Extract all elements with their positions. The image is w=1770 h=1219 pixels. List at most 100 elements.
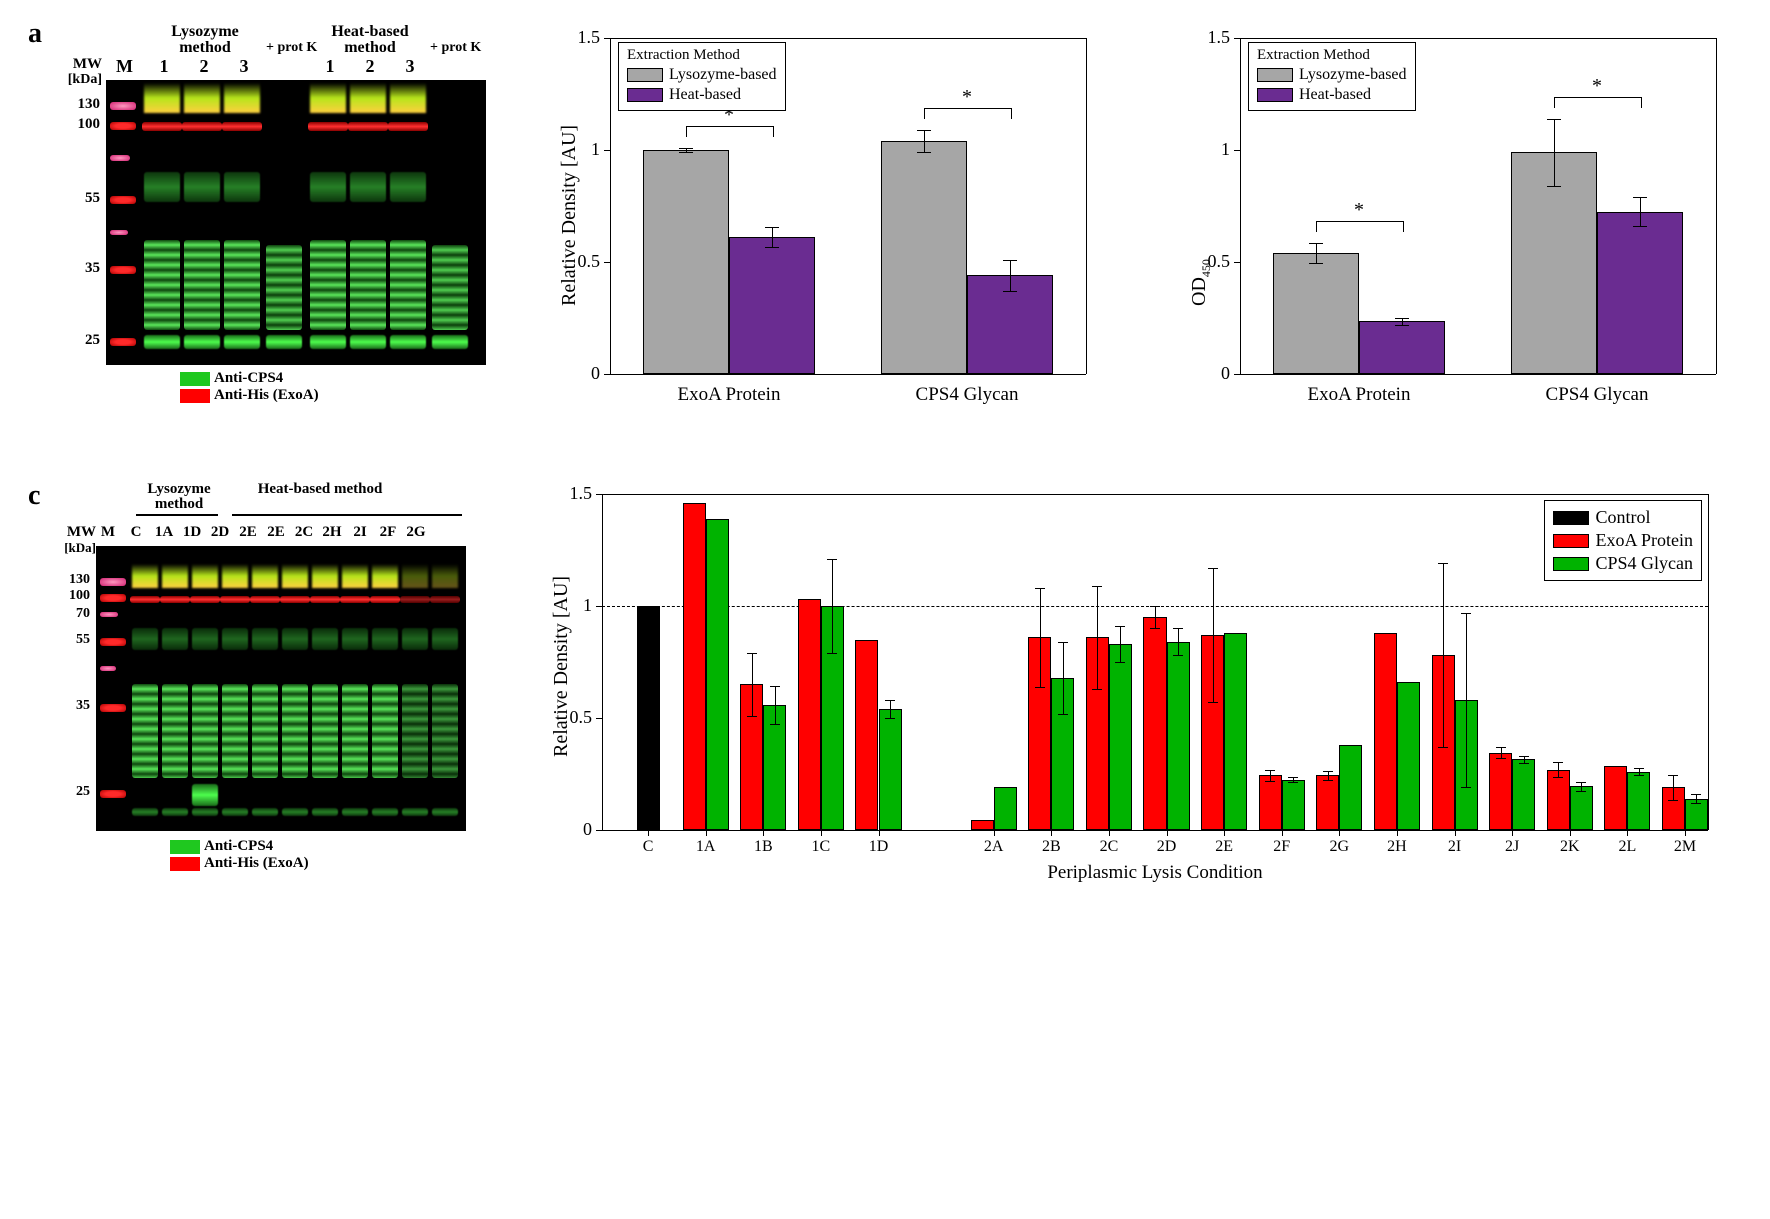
errcap xyxy=(679,152,693,153)
lane-tag: 2D xyxy=(206,524,234,541)
errcap xyxy=(1208,568,1218,569)
errcap xyxy=(765,247,779,248)
bar xyxy=(1570,786,1593,830)
mw-tick: 130 xyxy=(78,96,101,113)
lane: 2 xyxy=(350,56,390,77)
gel-lane xyxy=(430,80,470,365)
bar xyxy=(1282,780,1305,830)
errcap xyxy=(1553,762,1563,763)
legend-swatch xyxy=(1257,68,1293,82)
gel-lane xyxy=(348,80,388,365)
ytick: 1.5 xyxy=(530,483,592,504)
catlabel: 2B xyxy=(1031,838,1071,856)
leg-text: Anti-CPS4 xyxy=(204,838,273,854)
bar xyxy=(1316,775,1339,830)
errcap xyxy=(1035,588,1045,589)
sig-bracket xyxy=(686,126,774,137)
bar xyxy=(879,709,902,830)
gel-c-body xyxy=(96,546,466,831)
catlabel: 2H xyxy=(1377,838,1417,856)
sig-star: * xyxy=(1592,75,1602,98)
sig-star: * xyxy=(962,86,972,109)
legend-label: ExoA Protein xyxy=(1595,530,1693,551)
errbar xyxy=(1554,119,1555,186)
bar xyxy=(643,150,729,374)
ylabel: Relative Density [AU] xyxy=(550,576,573,757)
legend-box: ControlExoA ProteinCPS4 Glycan xyxy=(1544,500,1702,581)
ladder-band xyxy=(110,122,136,130)
figure-root: a b Lysozyme method Heat-based method + … xyxy=(20,20,1750,910)
gel-lane xyxy=(160,546,190,831)
errbar xyxy=(1466,613,1467,788)
mw-tick: 70 xyxy=(76,606,90,622)
bar xyxy=(1259,775,1282,830)
catlabel: CPS4 Glycan xyxy=(1517,384,1677,406)
gel-a-body xyxy=(106,80,486,365)
errbar xyxy=(1501,747,1502,758)
legend-label: Heat-based xyxy=(1299,86,1371,104)
catlabel: 2A xyxy=(974,838,1014,856)
leg-cps4: Anti-CPS4 xyxy=(170,838,309,855)
errcap xyxy=(1634,768,1644,769)
catlabel: 2F xyxy=(1262,838,1302,856)
errbar xyxy=(1178,628,1179,655)
errcap xyxy=(1547,119,1561,120)
errbar xyxy=(1402,318,1403,325)
bar xyxy=(971,820,994,830)
ladder-band xyxy=(110,338,136,346)
gel-a-heat-header: Heat-based method xyxy=(310,24,430,56)
gel-c-lane-tags: MC1A1D2D2E2E2C2H2I2F2G xyxy=(94,524,430,541)
errbar xyxy=(1120,626,1121,662)
ytick: 0 xyxy=(1170,363,1230,384)
gel-lane xyxy=(182,80,222,365)
ladder-band xyxy=(110,230,128,235)
gel-c: Lysozyme method Heat-based method MW [kD… xyxy=(60,480,500,910)
bar xyxy=(1359,321,1445,374)
catlabel: CPS4 Glycan xyxy=(887,384,1047,406)
legend-box: Extraction MethodLysozyme-basedHeat-base… xyxy=(618,42,786,111)
errbar xyxy=(1558,762,1559,778)
legend-item: Lysozyme-based xyxy=(1257,66,1407,84)
sig-bracket xyxy=(924,108,1012,119)
errcap xyxy=(1496,758,1506,759)
mw-tick: 35 xyxy=(76,698,90,714)
panel-a-label: a xyxy=(28,18,42,50)
legend-swatch xyxy=(1553,511,1589,525)
legend-item: Heat-based xyxy=(1257,86,1407,104)
catlabel: 1D xyxy=(859,838,899,856)
errcap xyxy=(917,130,931,131)
gel-a: Lysozyme method Heat-based method + prot… xyxy=(60,20,500,440)
errcap xyxy=(1173,628,1183,629)
bar xyxy=(1512,759,1535,830)
errcap xyxy=(1115,662,1125,663)
errcap xyxy=(1323,771,1333,772)
errcap xyxy=(679,148,693,149)
lane: 3 xyxy=(224,56,264,77)
errcap xyxy=(1576,791,1586,792)
mw-tick: 55 xyxy=(76,632,90,648)
catlabel: C xyxy=(628,838,668,856)
catlabel: 2D xyxy=(1147,838,1187,856)
catlabel: 1A xyxy=(686,838,726,856)
gel-lane xyxy=(250,546,280,831)
errcap xyxy=(1553,777,1563,778)
errbar xyxy=(924,130,925,152)
bar xyxy=(1604,766,1627,830)
his-swatch xyxy=(170,857,200,871)
errcap xyxy=(1115,626,1125,627)
bar xyxy=(1143,617,1166,830)
errcap xyxy=(1633,197,1647,198)
lane-tag: 2H xyxy=(318,524,346,541)
kda-label-c: [kDa] xyxy=(52,540,96,556)
mw-tick: 25 xyxy=(76,784,90,800)
legend-item: Heat-based xyxy=(627,86,777,104)
legend-item: ExoA Protein xyxy=(1553,530,1693,551)
gel-lane xyxy=(370,546,400,831)
errbar xyxy=(1270,770,1271,781)
errbar xyxy=(1097,586,1098,689)
chart-b: 00.511.5OD450ExoA Protein*CPS4 Glycan*Ex… xyxy=(1170,20,1730,420)
legend-item: Control xyxy=(1553,507,1693,528)
mw-header-c: MW xyxy=(52,524,96,541)
bar xyxy=(1489,753,1512,830)
gel-lane xyxy=(142,80,182,365)
